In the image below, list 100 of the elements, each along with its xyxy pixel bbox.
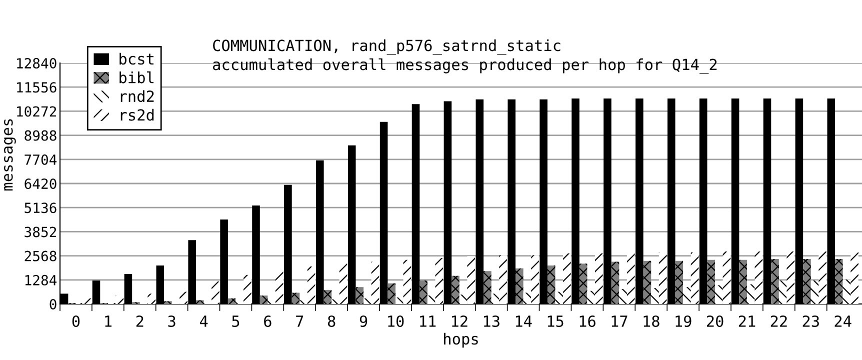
x-tick-label: 8 [328, 315, 336, 328]
x-tick-label: 6 [264, 315, 272, 328]
chart-subtitle: accumulated overall messages produced per hop for Q14_2 [212, 58, 717, 74]
x-tick-label: 16 [580, 315, 596, 328]
chart-title: COMMUNICATION, rand_p576_satrnd_static [213, 39, 560, 55]
bar [435, 258, 444, 304]
bar [531, 255, 539, 304]
bar [611, 262, 620, 304]
bar [196, 300, 204, 304]
y-tick-label: 0 [50, 299, 56, 310]
bar [810, 280, 819, 304]
x-tick-label: 5 [232, 316, 240, 328]
bar [555, 292, 564, 304]
x-tick-label: 0 [72, 315, 80, 328]
bar [427, 296, 436, 304]
bar [300, 300, 308, 304]
y-tick-label: 7704 [24, 154, 57, 165]
bar [595, 253, 603, 304]
x-tick-label: 11 [420, 316, 436, 327]
bar [803, 258, 811, 304]
bar [563, 253, 571, 304]
bar [842, 280, 851, 304]
bar [228, 298, 236, 304]
bar [292, 292, 300, 304]
bar [516, 268, 524, 304]
bar [491, 294, 500, 304]
bar [403, 260, 412, 304]
x-tick-label: 13 [484, 315, 500, 328]
bar [452, 276, 460, 304]
y-tick-label: 12840 [17, 58, 56, 69]
bar [850, 251, 858, 304]
bar [547, 266, 556, 304]
bar [746, 284, 755, 304]
bar [675, 260, 684, 304]
bar [818, 251, 826, 304]
bar [499, 255, 507, 304]
bar [467, 256, 475, 304]
bar [771, 258, 779, 304]
bar [84, 298, 92, 304]
bar [754, 251, 763, 304]
bar [715, 285, 723, 304]
bar [778, 280, 787, 304]
y-axis-title: messages [4, 119, 16, 191]
y-tick-label: 6420 [24, 178, 56, 190]
y-tick-label: 1284 [25, 274, 57, 286]
legend-label: bcst [120, 52, 154, 65]
x-tick-label: 10 [388, 315, 404, 328]
x-tick-label: 21 [738, 315, 756, 327]
y-tick-label: 11556 [17, 82, 56, 93]
bar [722, 251, 731, 304]
x-tick-label: 7 [296, 316, 304, 327]
bar [388, 283, 396, 304]
bar [339, 264, 348, 304]
y-tick-label: 10272 [17, 106, 56, 117]
bar [324, 290, 332, 304]
x-tick-label: 24 [834, 315, 852, 327]
x-tick-label: 14 [516, 316, 532, 327]
bar [180, 292, 188, 304]
bar [371, 262, 380, 304]
bar [307, 266, 316, 304]
bar [364, 298, 372, 304]
bar [643, 260, 652, 304]
bar [116, 296, 124, 304]
x-axis-title: hops [444, 332, 478, 348]
y-tick-label: 2568 [24, 250, 56, 262]
bar [658, 252, 667, 304]
bar [739, 260, 747, 304]
x-tick-label: 18 [644, 315, 660, 328]
x-tick-label: 20 [706, 315, 724, 328]
x-tick-label: 22 [770, 315, 787, 327]
bar [626, 252, 635, 304]
bar [148, 294, 156, 304]
bar [164, 301, 172, 304]
bar [707, 260, 716, 304]
bar [683, 287, 691, 304]
x-tick-label: 23 [802, 315, 819, 328]
x-tick-label: 3 [168, 315, 176, 328]
x-tick-label: 4 [200, 316, 208, 327]
x-tick-label: 12 [452, 315, 468, 327]
bar [786, 251, 795, 304]
bar [212, 281, 220, 304]
bar [579, 264, 588, 304]
bar [420, 280, 428, 304]
bar [260, 296, 268, 304]
bar [690, 252, 699, 304]
bar [587, 290, 596, 304]
x-tick-label: 15 [548, 316, 564, 328]
bar [835, 258, 843, 304]
legend-label: rnd2 [120, 90, 154, 102]
bar [332, 299, 340, 304]
bar [523, 292, 532, 304]
x-tick-label: 2 [136, 315, 144, 327]
legend-label: bibl [120, 71, 154, 84]
bar [459, 294, 468, 304]
x-tick-label: 1 [105, 316, 112, 327]
legend-label: rs2d [120, 108, 154, 121]
y-tick-label: 3852 [24, 226, 56, 238]
bar [275, 271, 284, 304]
bar [396, 297, 404, 304]
bar [244, 274, 252, 304]
